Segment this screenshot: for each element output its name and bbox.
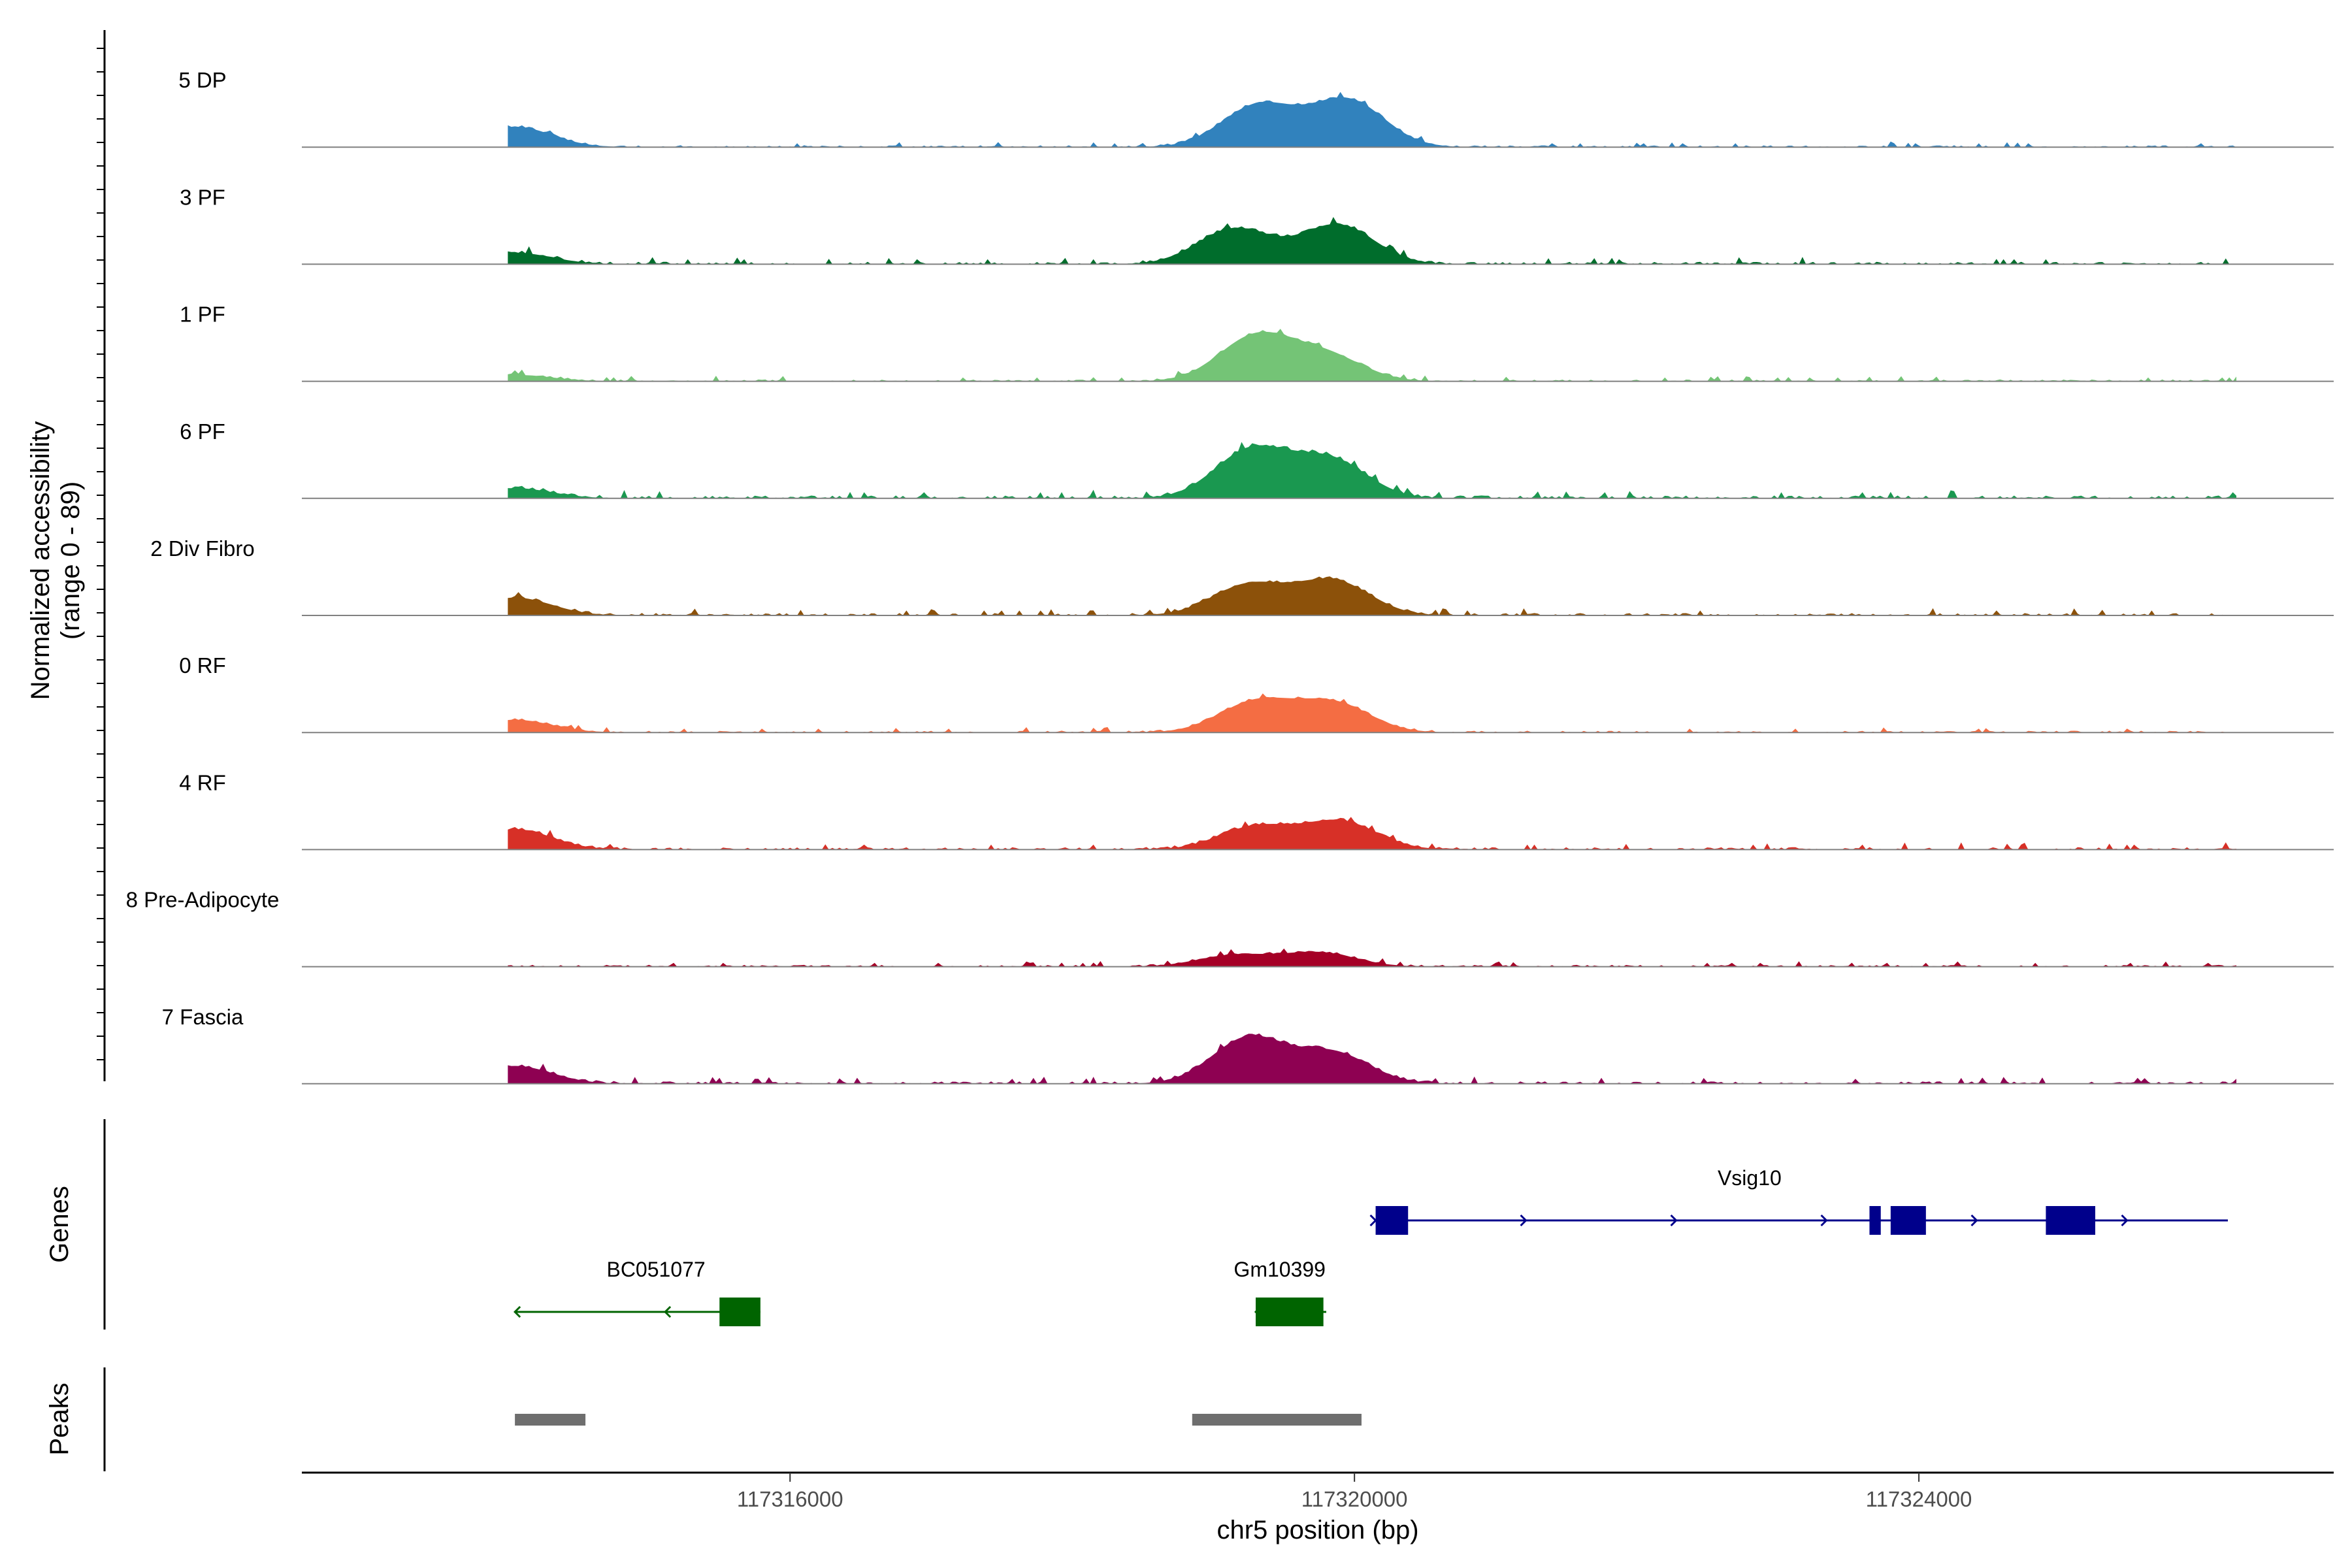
- x-tick-label: 117320000: [1301, 1487, 1408, 1511]
- track-label-7-fascia: 7 Fascia: [162, 1005, 244, 1029]
- y-axis-label-line1: Normalized accessibility: [26, 421, 55, 700]
- coverage-area-3-pf: [508, 217, 2236, 265]
- track-label-1-pf: 1 PF: [180, 302, 225, 327]
- track-label-4-rf: 4 RF: [179, 770, 226, 794]
- gene-gm10399: Gm10399: [1233, 1258, 1326, 1326]
- exon: [1890, 1206, 1926, 1235]
- coverage-area-0-rf: [508, 693, 2236, 733]
- track-label-2-div-fibro: 2 Div Fibro: [150, 536, 255, 561]
- coverage-panel: Normalized accessibility (range 0 - 89) …: [26, 30, 2334, 1085]
- coverage-area-7-fascia: [508, 1033, 2236, 1084]
- track-0-rf: 0 RF: [179, 653, 2334, 734]
- track-1-pf: 1 PF: [180, 302, 2334, 382]
- track-label-8-pre-adipocyte: 8 Pre-Adipocyte: [126, 888, 280, 912]
- coverage-area-8-pre-adipocyte: [508, 948, 2236, 967]
- exon: [1255, 1298, 1324, 1326]
- track-label-0-rf: 0 RF: [179, 653, 226, 678]
- genes-panel: Genes Vsig10 BC051077 Gm10399: [45, 1119, 2229, 1330]
- x-tick-label: 117324000: [1866, 1487, 1972, 1511]
- track-label-6-pf: 6 PF: [180, 419, 225, 444]
- track-3-pf: 3 PF: [180, 185, 2334, 265]
- peak-region: [515, 1414, 586, 1426]
- strand-arrow: [663, 1305, 672, 1318]
- x-axis: 117316000 117320000 117324000 chr5 positio…: [302, 1471, 2334, 1544]
- genes-panel-label: Genes: [45, 1186, 74, 1263]
- peaks-panel-label: Peaks: [45, 1382, 74, 1455]
- gene-label-gm10399: Gm10399: [1233, 1258, 1326, 1281]
- coverage-tracks: 5 DP 3 PF 1 PF 6 PF 2 Div Fibro 0 RF 4 RF 8 Pre…: [126, 68, 2334, 1085]
- coverage-area-5-dp: [508, 91, 2236, 148]
- x-axis-ticks: 117316000 117320000 117324000: [737, 1473, 1972, 1511]
- coverage-area-4-rf: [508, 817, 2236, 850]
- coverage-area-6-pf: [508, 442, 2236, 498]
- track-label-5-dp: 5 DP: [178, 68, 226, 92]
- track-7-fascia: 7 Fascia: [162, 1005, 2334, 1085]
- strand-arrow: [1820, 1214, 1828, 1227]
- strand-arrow: [1970, 1214, 1978, 1227]
- exon: [1869, 1206, 1881, 1235]
- gene-vsig10: Vsig10: [1369, 1166, 2229, 1235]
- track-6-pf: 6 PF: [180, 419, 2334, 499]
- coverage-y-ticks: [97, 48, 105, 1060]
- track-2-div-fibro: 2 Div Fibro: [150, 536, 2334, 616]
- peak-regions: [515, 1414, 1362, 1426]
- exon: [2046, 1206, 2096, 1235]
- strand-arrow: [1520, 1214, 1527, 1227]
- gene-label-bc051077: BC051077: [606, 1258, 705, 1281]
- peak-region: [1192, 1414, 1362, 1426]
- exon: [1375, 1206, 1409, 1235]
- gene-label-vsig10: Vsig10: [1718, 1166, 1782, 1190]
- strand-arrow: [2121, 1214, 2129, 1227]
- strand-arrow: [1670, 1214, 1678, 1227]
- strand-arrow: [513, 1305, 521, 1318]
- gene-bc051077: BC051077: [513, 1258, 760, 1326]
- track-label-3-pf: 3 PF: [180, 185, 225, 209]
- coverage-area-2-div-fibro: [508, 576, 2236, 615]
- gene-annotations: Vsig10 BC051077 Gm10399: [513, 1166, 2229, 1326]
- peaks-panel: Peaks: [45, 1367, 1362, 1471]
- track-5-dp: 5 DP: [178, 68, 2334, 148]
- y-axis-label-line2: (range 0 - 89): [56, 482, 85, 640]
- exon: [719, 1298, 760, 1326]
- track-4-rf: 4 RF: [179, 770, 2334, 851]
- coverage-area-1-pf: [508, 329, 2236, 382]
- x-axis-label: chr5 position (bp): [1217, 1516, 1418, 1544]
- x-tick-label: 117316000: [737, 1487, 843, 1511]
- track-8-pre-adipocyte: 8 Pre-Adipocyte: [126, 888, 2334, 968]
